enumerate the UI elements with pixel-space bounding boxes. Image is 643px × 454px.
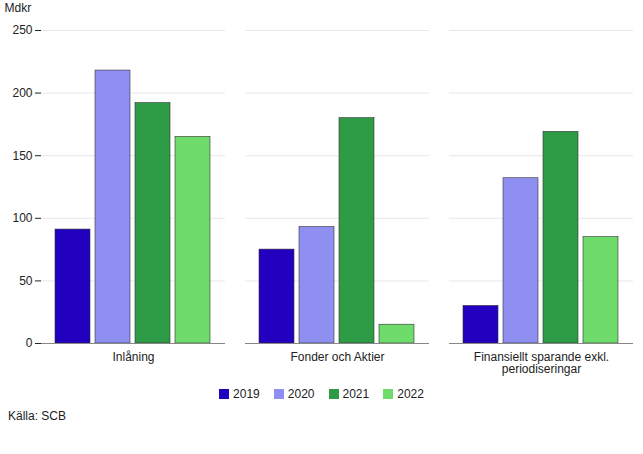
html-text:2019: 2019 xyxy=(233,387,260,401)
svg-text:Finansiellt sparande exkl.peri: Finansiellt sparande exkl.periodiseringa… xyxy=(474,350,609,376)
html-text:2022: 2022 xyxy=(397,387,424,401)
svg-text:100: 100 xyxy=(12,211,32,225)
html-text:Källa: SCB: Källa: SCB xyxy=(8,409,66,423)
svg-text:50: 50 xyxy=(19,274,33,288)
svg-text:250: 250 xyxy=(12,23,32,37)
svg-text:0: 0 xyxy=(26,336,33,350)
svg-text:150: 150 xyxy=(12,149,32,163)
svg-text:Mdkr: Mdkr xyxy=(5,1,32,15)
svg-text:200: 200 xyxy=(12,86,32,100)
html-text:2020: 2020 xyxy=(287,387,315,401)
svg-text:Inlåning: Inlåning xyxy=(112,350,154,364)
html-text:2021: 2021 xyxy=(342,387,370,401)
svg-text:Fonder och Aktier: Fonder och Aktier xyxy=(290,350,384,364)
